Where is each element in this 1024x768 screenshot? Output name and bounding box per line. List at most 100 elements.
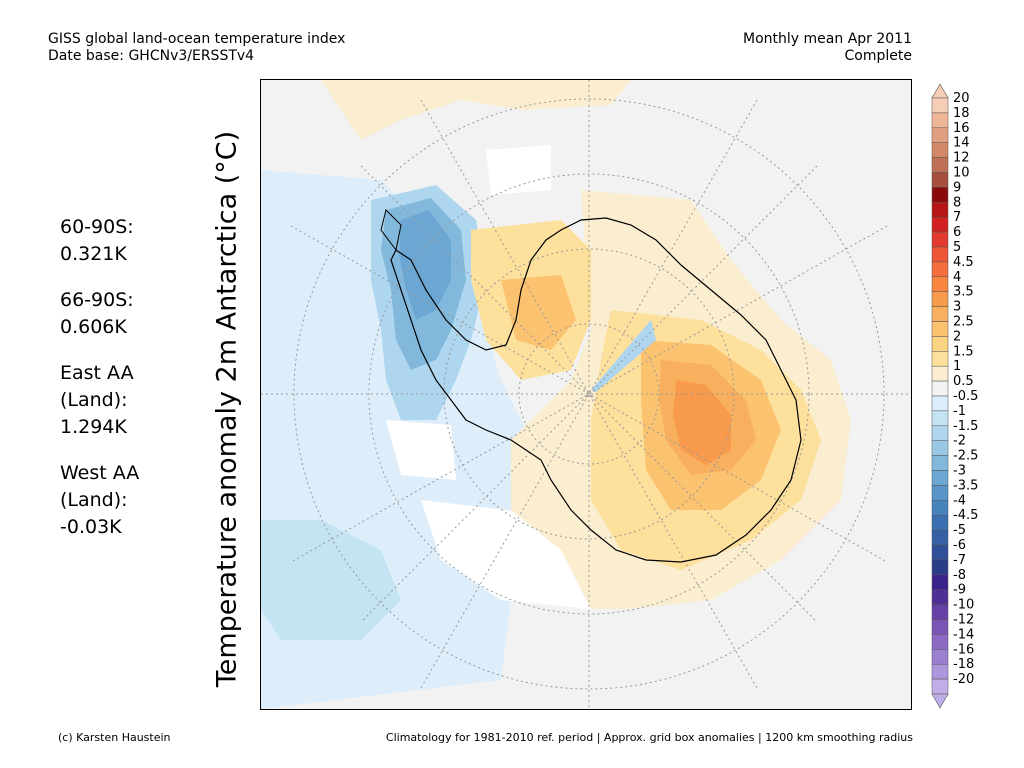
graticule — [261, 80, 911, 709]
colorbar-tick-label: -8 — [953, 568, 966, 583]
colorbar-tick-label: 20 — [953, 91, 970, 106]
colorbar-swatch — [931, 157, 949, 173]
stat-west-aa: West AA (Land): -0.03K — [60, 460, 139, 541]
footer-note: Climatology for 1981-2010 ref. period | … — [385, 731, 913, 744]
colorbar-swatch — [931, 231, 949, 248]
polar-map — [260, 79, 912, 710]
colorbar-tick-label: 2 — [953, 329, 961, 344]
colorbar-tick-label: 18 — [953, 106, 970, 121]
colorbar-tick-label: 8 — [953, 195, 961, 210]
colorbar-tick-label: 7 — [953, 210, 961, 225]
colorbar-tick-label: 3.5 — [953, 285, 974, 300]
peninsula-islands — [380, 209, 402, 252]
colorbar-swatch — [931, 559, 949, 576]
title-block: GISS global land-ocean temperature index… — [48, 31, 345, 65]
colorbar-swatch — [931, 485, 949, 501]
anomaly-region-pole-wedge — [591, 320, 656, 392]
colorbar-swatch — [931, 291, 949, 307]
colorbar-tick-label: -10 — [953, 598, 974, 613]
colorbar-swatch — [931, 663, 949, 680]
colorbar-tick-label: 6 — [953, 225, 961, 240]
colorbar-swatch — [931, 306, 949, 322]
stat-value: 0.321K — [60, 243, 127, 265]
colorbar-swatch — [931, 187, 949, 203]
colorbar-min-arrow — [931, 693, 949, 709]
stat-66-90s: 66-90S: 0.606K — [60, 287, 139, 341]
colorbar-swatch — [931, 365, 949, 382]
colorbar-swatch — [931, 470, 949, 486]
stat-label: East AA (Land): — [60, 362, 134, 411]
variable-label: Temperature anomaly 2m Antarctica (°C) — [211, 130, 243, 688]
colorbar-swatch — [931, 276, 949, 292]
colorbar-tick-label: 9 — [953, 180, 961, 195]
colorbar-swatch — [931, 336, 949, 352]
colorbar-swatch — [931, 425, 949, 441]
stat-east-aa: East AA (Land): 1.294K — [60, 360, 139, 441]
colorbar-tick-label: -3.5 — [953, 478, 978, 493]
colorbar-tick-label: 12 — [953, 151, 970, 166]
colorbar-tick-label: -3 — [953, 464, 966, 479]
colorbar-swatch — [931, 380, 949, 397]
period-block: Monthly mean Apr 2011 Complete — [743, 31, 912, 65]
credit-text: (c) Karsten Haustein — [58, 731, 171, 744]
colorbar-swatch — [931, 351, 949, 367]
colorbar-tick-label: -4.5 — [953, 508, 978, 523]
colorbar-swatch — [931, 544, 949, 561]
colorbar-swatch — [931, 500, 949, 516]
anomaly-region-north-warm — [321, 80, 631, 140]
colorbar-tick-label: -2 — [953, 434, 966, 449]
colorbar-swatch — [931, 395, 949, 412]
stat-value: -0.03K — [60, 516, 122, 538]
anomaly-region-east-core — [673, 380, 731, 465]
colorbar-tick-label: -1.5 — [953, 419, 978, 434]
map-canvas — [261, 80, 911, 709]
colorbar-swatch — [931, 261, 949, 278]
colorbar-tick-label: -14 — [953, 627, 974, 642]
title-line-1: GISS global land-ocean temperature index — [48, 31, 346, 47]
colorbar-swatch — [931, 321, 949, 337]
colorbar-swatch — [931, 97, 949, 114]
colorbar-swatch — [931, 246, 949, 263]
colorbar: 201816141210987654.543.532.521.510.5-0.5… — [931, 84, 978, 709]
colorbar-swatch — [931, 455, 949, 471]
colorbar-tick-label: 1.5 — [953, 344, 974, 359]
colorbar-tick-label: 0.5 — [953, 374, 974, 389]
antarctica-coastline — [390, 217, 802, 563]
colorbar-swatch — [931, 127, 949, 143]
colorbar-tick-label: 4 — [953, 270, 961, 285]
colorbar-tick-label: 1 — [953, 359, 961, 374]
colorbar-tick-label: -5 — [953, 523, 966, 538]
colorbar-tick-label: 2.5 — [953, 315, 974, 330]
nodata-patch-west — [386, 420, 456, 480]
colorbar-tick-label: -16 — [953, 642, 974, 657]
nodata-patch-north — [486, 145, 551, 195]
colorbar-swatch — [931, 649, 949, 665]
stat-label: 66-90S: — [60, 289, 134, 311]
colorbar-tick-label: -1 — [953, 404, 966, 419]
colorbar-swatch — [931, 574, 949, 590]
anomaly-region-peninsula-core — [399, 210, 451, 320]
colorbar-tick-label: 4.5 — [953, 255, 974, 270]
colorbar-tick-label: -6 — [953, 538, 966, 553]
colorbar-tick-label: -2.5 — [953, 449, 978, 464]
title-line-2: Date base: GHCNv3/ERSSTv4 — [48, 48, 255, 64]
stat-label: West AA (Land): — [60, 462, 140, 511]
colorbar-max-arrow — [931, 84, 949, 99]
stat-60-90s: 60-90S: 0.321K — [60, 214, 139, 268]
colorbar-swatch — [931, 440, 949, 456]
period-line-2: Complete — [844, 48, 912, 64]
colorbar-swatch — [931, 514, 949, 531]
anomaly-region-sw-ocean — [261, 520, 401, 640]
colorbar-swatch — [931, 112, 949, 129]
colorbar-tick-label: 5 — [953, 240, 961, 255]
colorbar-swatch — [931, 172, 949, 188]
colorbar-tick-label: -0.5 — [953, 389, 978, 404]
colorbar-swatch — [931, 634, 949, 650]
colorbar-swatch — [931, 678, 949, 695]
colorbar-tick-label: 16 — [953, 121, 970, 136]
colorbar-tick-label: -20 — [953, 672, 974, 687]
colorbar-tick-label: -4 — [953, 493, 966, 508]
colorbar-tick-label: -18 — [953, 657, 974, 672]
colorbar-swatch — [931, 216, 949, 233]
colorbar-tick-label: -9 — [953, 583, 966, 598]
